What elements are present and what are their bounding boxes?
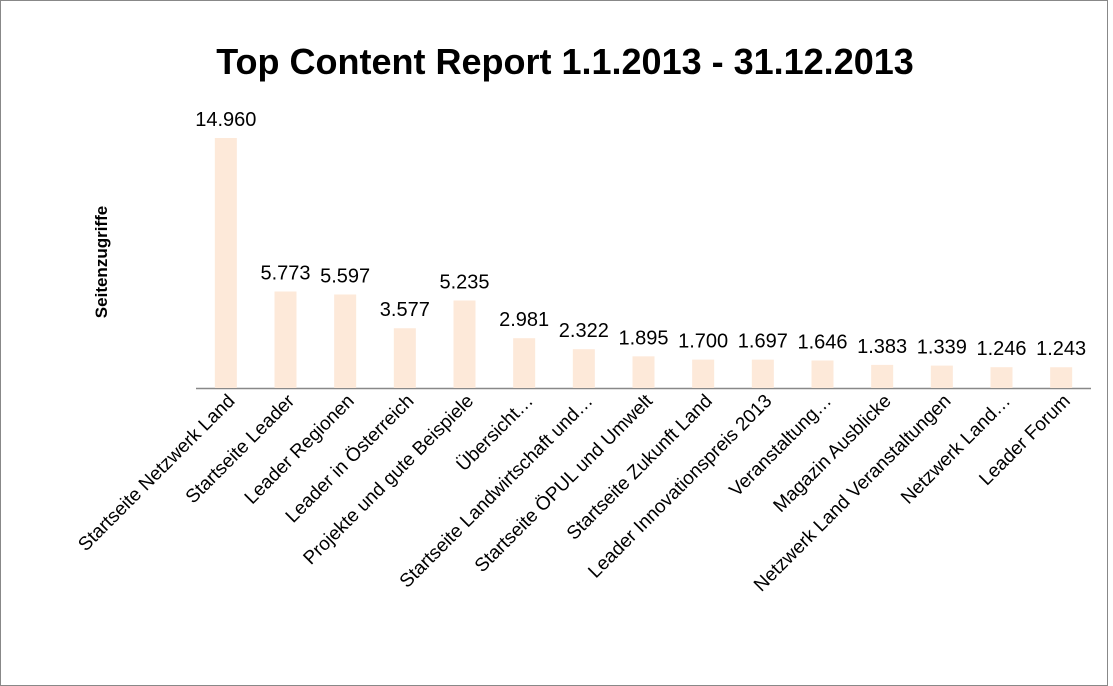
- data-label: 14.960: [195, 109, 256, 131]
- bar: [572, 349, 595, 388]
- bar: [692, 359, 715, 388]
- data-label: 1.246: [976, 338, 1026, 360]
- data-label: 1.700: [678, 331, 728, 353]
- data-label: 1.646: [797, 331, 847, 353]
- data-label: 3.577: [380, 299, 430, 321]
- bar: [811, 360, 834, 388]
- data-label: 1.339: [917, 337, 967, 359]
- bar: [334, 294, 357, 388]
- data-label: 1.243: [1036, 338, 1086, 360]
- bar: [871, 364, 894, 388]
- data-label: 5.773: [260, 263, 310, 285]
- data-label: 1.383: [857, 336, 907, 358]
- bar: [274, 291, 297, 388]
- bar: [453, 300, 476, 388]
- chart-title: Top Content Report 1.1.2013 - 31.12.2013: [216, 41, 914, 82]
- y-axis-label: Seitenzugriffe: [92, 206, 111, 318]
- bar: [990, 367, 1013, 388]
- bar: [751, 359, 774, 388]
- bar: [393, 328, 416, 388]
- bar: [1050, 367, 1073, 388]
- bar: [930, 365, 953, 388]
- data-label: 1.697: [738, 331, 788, 353]
- bar: [632, 356, 655, 388]
- data-label: 2.981: [499, 309, 549, 331]
- data-label: 5.235: [439, 272, 489, 294]
- data-label: 2.322: [559, 320, 609, 342]
- data-label: 1.895: [618, 327, 668, 349]
- bar: [513, 338, 536, 388]
- bar: [214, 138, 237, 388]
- data-label: 5.597: [320, 265, 370, 287]
